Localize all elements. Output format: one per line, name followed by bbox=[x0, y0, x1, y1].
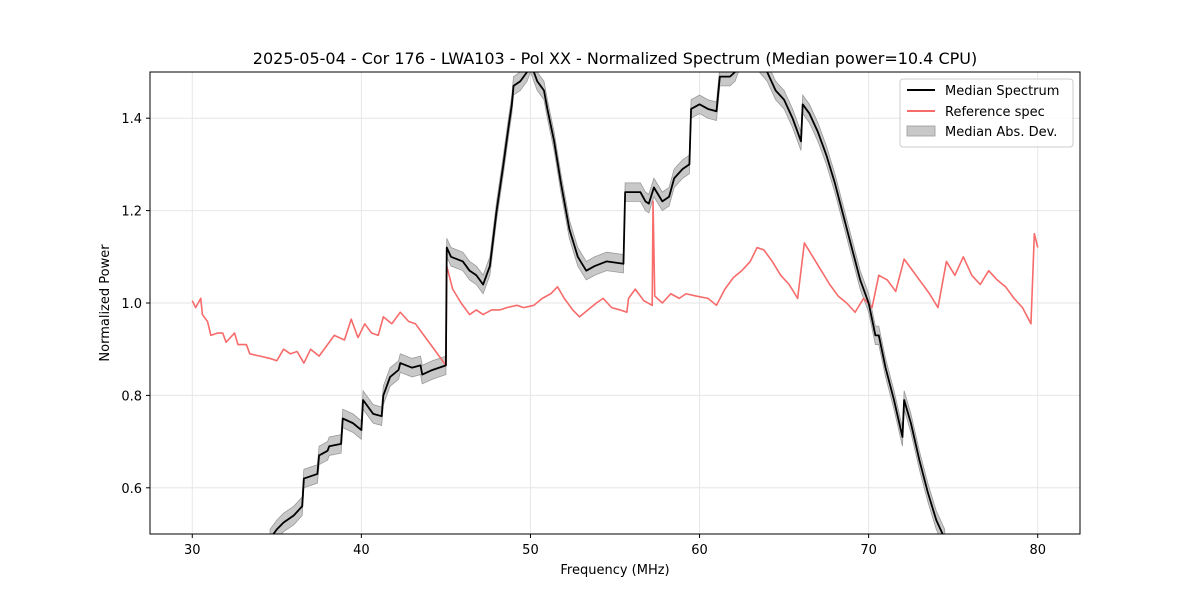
x-axis-label: Frequency (MHz) bbox=[560, 563, 669, 578]
x-tick-label: 30 bbox=[184, 543, 201, 558]
x-tick-label: 60 bbox=[691, 543, 708, 558]
median-abs-dev-band bbox=[269, 72, 946, 534]
legend-median-label: Median Spectrum bbox=[945, 84, 1059, 99]
legend: Median Spectrum Reference spec Median Ab… bbox=[899, 78, 1074, 148]
reference-spec-line bbox=[191, 200, 1039, 367]
legend-reference-label: Reference spec bbox=[945, 105, 1045, 120]
data-layer bbox=[191, 72, 1039, 534]
y-tick-label: 0.6 bbox=[121, 482, 142, 497]
y-tick-label: 1.0 bbox=[121, 297, 142, 312]
y-axis-label: Normalized Power bbox=[98, 244, 113, 362]
y-tick-label: 0.8 bbox=[121, 389, 142, 404]
chart-title: 2025-05-04 - Cor 176 - LWA103 - Pol XX -… bbox=[253, 49, 977, 68]
median-spectrum-line bbox=[272, 72, 944, 534]
legend-box bbox=[899, 78, 1074, 148]
y-tick-label: 1.2 bbox=[121, 205, 142, 220]
legend-mad-swatch bbox=[906, 125, 936, 137]
y-tick-label: 1.4 bbox=[121, 112, 142, 127]
x-tick-label: 40 bbox=[353, 543, 370, 558]
tick-layer: 30 40 50 60 70 80 0.6 0.8 1.0 1.2 1.4 bbox=[121, 112, 1046, 558]
x-tick-label: 70 bbox=[860, 543, 877, 558]
x-tick-label: 50 bbox=[522, 543, 539, 558]
x-tick-label: 80 bbox=[1029, 543, 1046, 558]
legend-mad-label: Median Abs. Dev. bbox=[945, 125, 1057, 140]
